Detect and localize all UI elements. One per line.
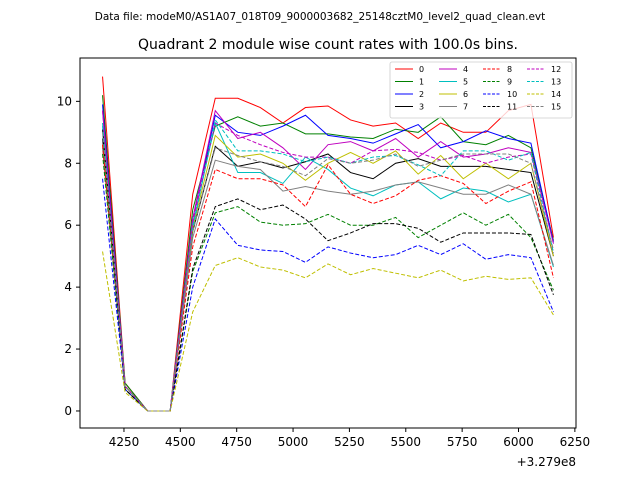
x-tick-label: 4750 bbox=[221, 435, 252, 449]
y-tick-label: 4 bbox=[64, 280, 72, 294]
y-tick-label: 10 bbox=[57, 94, 72, 108]
legend-label-3: 3 bbox=[419, 103, 424, 112]
x-tick-label: 6000 bbox=[503, 435, 534, 449]
series-line-9 bbox=[102, 153, 554, 412]
x-tick-label: 4500 bbox=[165, 435, 196, 449]
series-line-4 bbox=[102, 109, 554, 412]
series-line-7 bbox=[102, 147, 554, 412]
series-line-3 bbox=[102, 138, 554, 412]
x-tick-label: 5500 bbox=[391, 435, 422, 449]
legend-label-8: 8 bbox=[507, 65, 512, 74]
axes-frame bbox=[79, 57, 577, 429]
x-axis: 4250 4500 4750 5000 5250 5500 5750 6000 6250 bbox=[109, 428, 590, 449]
legend-label-0: 0 bbox=[419, 65, 424, 74]
legend-label-14: 14 bbox=[551, 90, 561, 99]
y-tick-label: 2 bbox=[64, 342, 72, 356]
legend-label-5: 5 bbox=[463, 78, 468, 87]
legend-label-13: 13 bbox=[551, 78, 561, 87]
legend-label-2: 2 bbox=[419, 90, 424, 99]
legend-label-6: 6 bbox=[463, 90, 468, 99]
series-line-15 bbox=[102, 132, 554, 412]
legend-label-7: 7 bbox=[463, 103, 468, 112]
y-axis: 0 2 4 6 8 10 bbox=[57, 94, 80, 418]
chart-title: Quadrant 2 module wise count rates with … bbox=[138, 37, 518, 53]
x-offset-label: +3.279e8 bbox=[517, 455, 576, 469]
x-tick-label: 6250 bbox=[560, 435, 591, 449]
legend-label-9: 9 bbox=[507, 78, 512, 87]
series-line-8 bbox=[102, 144, 554, 412]
legend-label-4: 4 bbox=[463, 65, 468, 74]
series-line-0 bbox=[102, 76, 554, 412]
y-tick-label: 8 bbox=[64, 156, 72, 170]
series-line-11 bbox=[102, 129, 554, 412]
series-line-12 bbox=[102, 110, 554, 412]
series-line-10 bbox=[102, 178, 554, 412]
y-tick-label: 0 bbox=[64, 404, 72, 418]
x-tick-label: 5750 bbox=[447, 435, 478, 449]
legend-label-1: 1 bbox=[419, 78, 424, 87]
legend-label-10: 10 bbox=[507, 90, 517, 99]
legend-label-11: 11 bbox=[507, 103, 517, 112]
series-line-6 bbox=[102, 134, 554, 412]
x-tick-label: 4250 bbox=[109, 435, 140, 449]
x-tick-label: 5000 bbox=[278, 435, 309, 449]
plot-lines bbox=[102, 76, 554, 412]
series-line-2 bbox=[102, 104, 554, 412]
y-tick-label: 6 bbox=[64, 218, 72, 232]
series-line-1 bbox=[102, 95, 554, 412]
series-line-14 bbox=[102, 251, 554, 412]
suptitle: Data file: modeM0/AS1A07_018T09_90000036… bbox=[95, 11, 546, 23]
legend-label-12: 12 bbox=[551, 65, 561, 74]
x-tick-label: 5250 bbox=[334, 435, 365, 449]
legend-frame bbox=[389, 61, 573, 119]
legend-label-15: 15 bbox=[551, 103, 561, 112]
